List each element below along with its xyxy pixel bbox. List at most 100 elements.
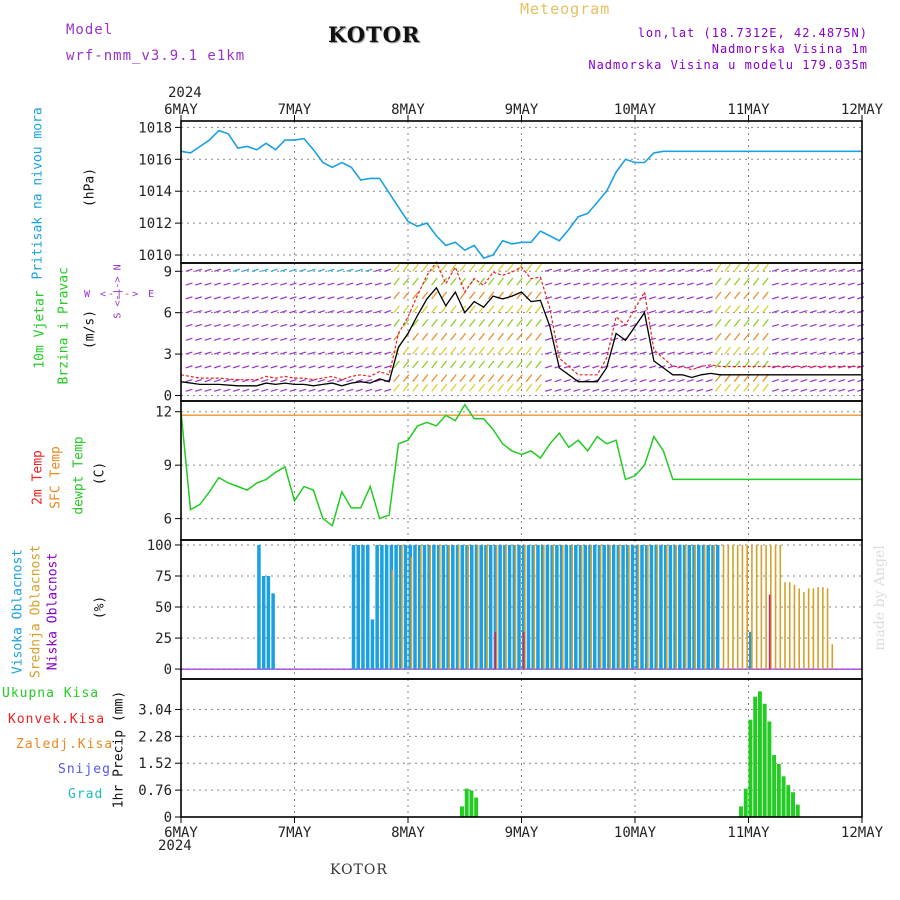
wind-barb xyxy=(497,383,504,392)
wind-barb xyxy=(696,323,704,328)
wind-barb xyxy=(280,310,288,314)
high-cloud-bar xyxy=(635,544,640,670)
wind-barb xyxy=(525,319,533,327)
wind-barb xyxy=(195,323,203,328)
wind-barb xyxy=(800,268,808,272)
high-cloud-bar xyxy=(711,544,715,670)
wind-barb xyxy=(611,268,619,272)
wind-barb xyxy=(497,332,504,341)
wind-barb xyxy=(857,379,865,383)
wind-barb xyxy=(573,296,581,300)
bottom-day-label: 10MAY xyxy=(614,825,657,841)
wind-barb xyxy=(696,296,704,300)
wind-barb xyxy=(639,282,647,286)
wind-barb xyxy=(346,379,354,383)
wind-barb xyxy=(516,332,523,341)
wind-barb xyxy=(469,332,476,341)
wind-barb xyxy=(601,379,609,383)
wind-barb xyxy=(781,310,789,314)
wind-barb xyxy=(459,383,467,392)
wind-barb xyxy=(213,296,221,300)
wind-barb xyxy=(384,365,392,369)
mid-cloud-bar xyxy=(552,544,555,670)
wind-barb xyxy=(280,282,288,286)
high-cloud-bar xyxy=(706,544,710,670)
wind-barb xyxy=(365,337,373,341)
wind-barb xyxy=(752,346,760,355)
wind-barb xyxy=(762,332,769,341)
wind-barb xyxy=(289,379,297,383)
panel-frame xyxy=(180,539,863,680)
wind-barb xyxy=(667,268,675,272)
wind-barb xyxy=(421,319,429,327)
wind-barb xyxy=(487,332,495,341)
wind-barb xyxy=(384,282,392,286)
wind-barb xyxy=(535,374,542,383)
wind-barb xyxy=(592,310,600,314)
wind-barb xyxy=(299,323,307,328)
wind-barb xyxy=(459,263,467,272)
wind-barb xyxy=(223,310,231,314)
wind-barb xyxy=(857,323,865,328)
mid-cloud-bar xyxy=(391,569,394,670)
wind-barb xyxy=(440,319,448,327)
mid-cloud-bar xyxy=(770,544,772,670)
wind-barb xyxy=(847,337,855,341)
wind-barb xyxy=(185,351,193,355)
mid-cloud-bar xyxy=(514,544,517,670)
lonlat-info: lon,lat (18.7312E, 42.4875N) xyxy=(637,26,868,40)
wind-speed-line xyxy=(180,286,862,387)
wind-barb xyxy=(289,268,297,272)
wind-barb xyxy=(601,296,609,300)
wind-barb xyxy=(724,383,731,392)
precip-label-2: Konvek.Kisa xyxy=(8,712,106,727)
mid-cloud-bar xyxy=(727,544,730,670)
wind-barb xyxy=(280,296,288,300)
mid-cloud-bar xyxy=(476,544,479,670)
wind-barb xyxy=(828,296,836,300)
wind-barb xyxy=(185,388,193,392)
wind-barb xyxy=(213,388,221,392)
high-cloud-bar xyxy=(441,544,446,670)
high-cloud-bar xyxy=(512,544,517,670)
wind-barb xyxy=(450,332,457,341)
high-cloud-bar xyxy=(517,544,521,670)
wind-barb xyxy=(261,310,269,314)
wind-barb xyxy=(355,351,363,355)
top-day-label: 12MAY xyxy=(841,102,884,118)
wind-barb xyxy=(478,383,486,392)
wind-barb xyxy=(195,365,203,369)
high-cloud-bar xyxy=(413,544,417,670)
wind-barb xyxy=(535,332,542,341)
high-cloud-bar xyxy=(687,544,692,670)
wind-barb xyxy=(630,379,638,383)
wind-barb xyxy=(639,268,647,272)
high-cloud-bar xyxy=(715,544,720,670)
wind-barb xyxy=(658,388,666,392)
wind-barb xyxy=(592,388,600,392)
wind-barb xyxy=(743,277,750,286)
high-cloud-bar xyxy=(257,544,261,670)
wind-barb xyxy=(421,360,429,369)
wind-barb xyxy=(554,282,562,286)
wind-barb xyxy=(497,346,504,355)
wind-barb xyxy=(459,332,467,341)
wind-barb xyxy=(299,268,307,272)
wind-barb xyxy=(828,310,836,314)
wind-barb xyxy=(516,291,523,300)
wind-barb xyxy=(393,319,400,327)
wind-barb xyxy=(847,268,855,272)
wind-barb xyxy=(261,323,269,328)
wind-barb xyxy=(790,351,798,355)
high-cloud-bar xyxy=(460,544,465,670)
wind-barb xyxy=(289,388,297,392)
y-tick-label: 2.28 xyxy=(138,729,172,745)
precip-label-5: Grad xyxy=(68,787,104,802)
wind-barb xyxy=(270,310,278,314)
wind-barb xyxy=(592,296,600,300)
wind-barb xyxy=(242,310,250,314)
wind-barb xyxy=(705,282,713,286)
mid-cloud-bar xyxy=(599,544,602,670)
high-cloud-bar xyxy=(503,544,507,670)
high-cloud-bar xyxy=(621,544,625,670)
